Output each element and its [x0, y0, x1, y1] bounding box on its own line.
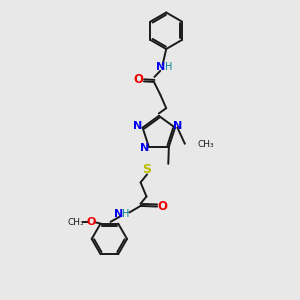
Text: O: O	[158, 200, 167, 213]
Text: O: O	[86, 217, 96, 227]
Text: CH₃: CH₃	[68, 218, 84, 226]
Text: H: H	[122, 209, 130, 219]
Text: S: S	[142, 163, 152, 176]
Text: H: H	[165, 62, 172, 72]
Text: N: N	[114, 209, 123, 219]
Text: N: N	[133, 122, 142, 131]
Text: CH₃: CH₃	[197, 140, 214, 149]
Text: N: N	[140, 143, 149, 153]
Text: N: N	[173, 121, 183, 131]
Text: N: N	[156, 62, 165, 72]
Text: O: O	[134, 73, 144, 86]
